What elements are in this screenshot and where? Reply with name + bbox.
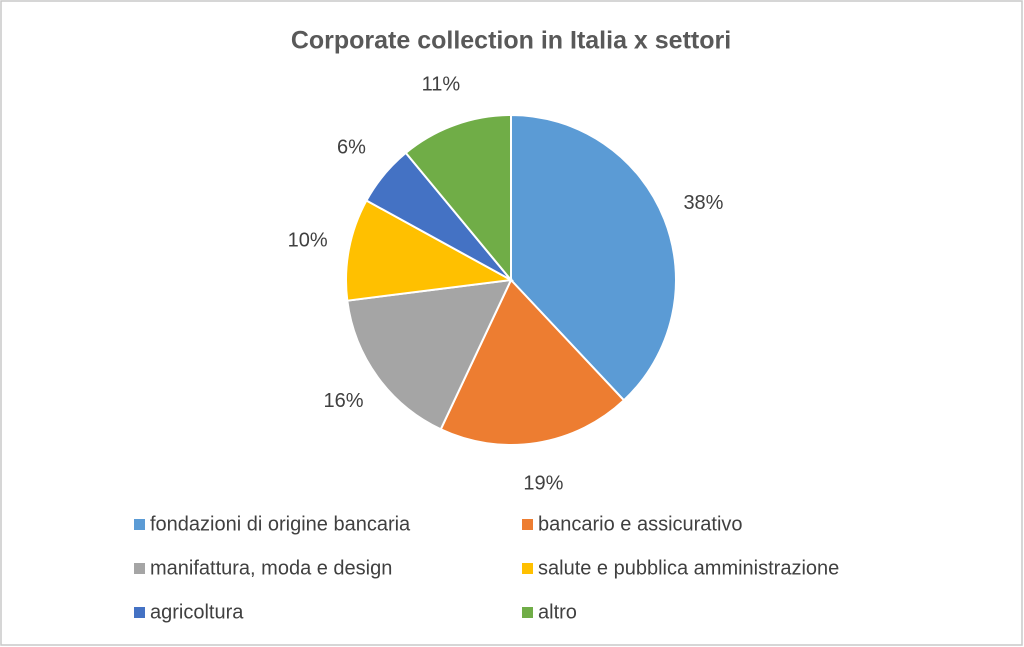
- chart-title: Corporate collection in Italia x settori: [291, 27, 731, 55]
- pie-slice: [439, 278, 626, 446]
- legend-swatch: [134, 563, 145, 574]
- data-label: 38%: [683, 192, 723, 214]
- legend-swatch: [522, 607, 533, 618]
- data-label: 11%: [422, 74, 461, 96]
- data-label: 6%: [337, 136, 366, 158]
- legend-label: bancario e assicurativo: [538, 513, 743, 535]
- legend-label: fondazioni di origine bancaria: [150, 513, 411, 535]
- pie-slice: [404, 113, 512, 283]
- data-label: 10%: [288, 229, 328, 251]
- data-label: 19%: [523, 473, 563, 495]
- pie-slice: [510, 113, 677, 402]
- pie-slice: [346, 278, 513, 431]
- data-label: 16%: [324, 390, 364, 412]
- legend-label: salute e pubblica amministrazione: [538, 557, 839, 579]
- legend-swatch: [522, 563, 533, 574]
- legend-swatch: [522, 519, 533, 530]
- legend-label: manifattura, moda e design: [150, 557, 392, 579]
- legend-label: altro: [538, 601, 577, 623]
- legend-label: agricoltura: [150, 601, 244, 623]
- pie-slice: [345, 199, 515, 302]
- legend-swatch: [134, 519, 145, 530]
- legend-swatch: [134, 607, 145, 618]
